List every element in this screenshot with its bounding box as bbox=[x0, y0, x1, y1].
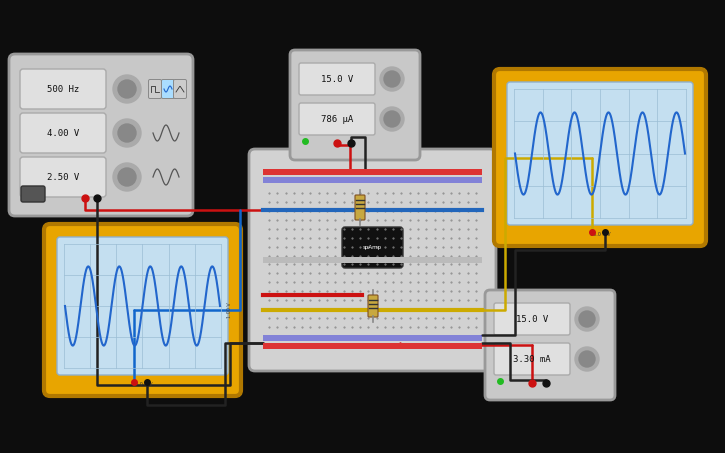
FancyBboxPatch shape bbox=[342, 227, 403, 268]
FancyBboxPatch shape bbox=[299, 63, 375, 95]
Text: spAmp: spAmp bbox=[363, 245, 382, 250]
Circle shape bbox=[579, 311, 595, 327]
Circle shape bbox=[384, 111, 400, 127]
FancyBboxPatch shape bbox=[299, 103, 375, 135]
Circle shape bbox=[579, 351, 595, 367]
FancyBboxPatch shape bbox=[368, 295, 378, 317]
Circle shape bbox=[380, 67, 404, 91]
FancyBboxPatch shape bbox=[494, 343, 570, 375]
Text: 4.00 V: 4.00 V bbox=[47, 129, 79, 138]
Circle shape bbox=[118, 124, 136, 142]
Circle shape bbox=[113, 119, 141, 147]
Text: 15.0 V: 15.0 V bbox=[321, 74, 353, 83]
Text: 15.0 V: 15.0 V bbox=[516, 314, 548, 323]
Text: 15.0 mV: 15.0 mV bbox=[132, 381, 153, 386]
FancyBboxPatch shape bbox=[20, 157, 106, 197]
FancyBboxPatch shape bbox=[44, 224, 241, 396]
Circle shape bbox=[575, 347, 599, 371]
Circle shape bbox=[384, 71, 400, 87]
FancyBboxPatch shape bbox=[162, 79, 175, 98]
Text: 3.30 mA: 3.30 mA bbox=[513, 355, 551, 363]
FancyBboxPatch shape bbox=[20, 113, 106, 153]
Circle shape bbox=[118, 168, 136, 186]
Circle shape bbox=[575, 307, 599, 331]
FancyBboxPatch shape bbox=[20, 69, 106, 109]
FancyBboxPatch shape bbox=[494, 69, 706, 246]
Text: 786 μA: 786 μA bbox=[321, 115, 353, 124]
Bar bbox=[263, 335, 482, 341]
FancyBboxPatch shape bbox=[9, 54, 193, 216]
FancyBboxPatch shape bbox=[21, 186, 45, 202]
FancyBboxPatch shape bbox=[507, 82, 693, 225]
Bar bbox=[263, 177, 482, 183]
Bar bbox=[263, 343, 482, 349]
FancyBboxPatch shape bbox=[149, 79, 162, 98]
Bar bbox=[263, 169, 482, 175]
Circle shape bbox=[113, 75, 141, 103]
FancyBboxPatch shape bbox=[249, 149, 496, 371]
FancyBboxPatch shape bbox=[355, 195, 365, 220]
Bar bbox=[263, 257, 482, 263]
FancyBboxPatch shape bbox=[494, 303, 570, 335]
Text: 1.00 V: 1.00 V bbox=[228, 302, 233, 318]
Circle shape bbox=[113, 163, 141, 191]
Circle shape bbox=[380, 107, 404, 131]
FancyBboxPatch shape bbox=[173, 79, 186, 98]
FancyBboxPatch shape bbox=[485, 290, 615, 400]
FancyBboxPatch shape bbox=[290, 50, 420, 160]
Text: 2.50 V: 2.50 V bbox=[47, 173, 79, 182]
Text: 500 Hz: 500 Hz bbox=[47, 85, 79, 93]
FancyBboxPatch shape bbox=[57, 237, 228, 375]
Text: 15.0 mV: 15.0 mV bbox=[589, 231, 610, 236]
Circle shape bbox=[118, 80, 136, 98]
